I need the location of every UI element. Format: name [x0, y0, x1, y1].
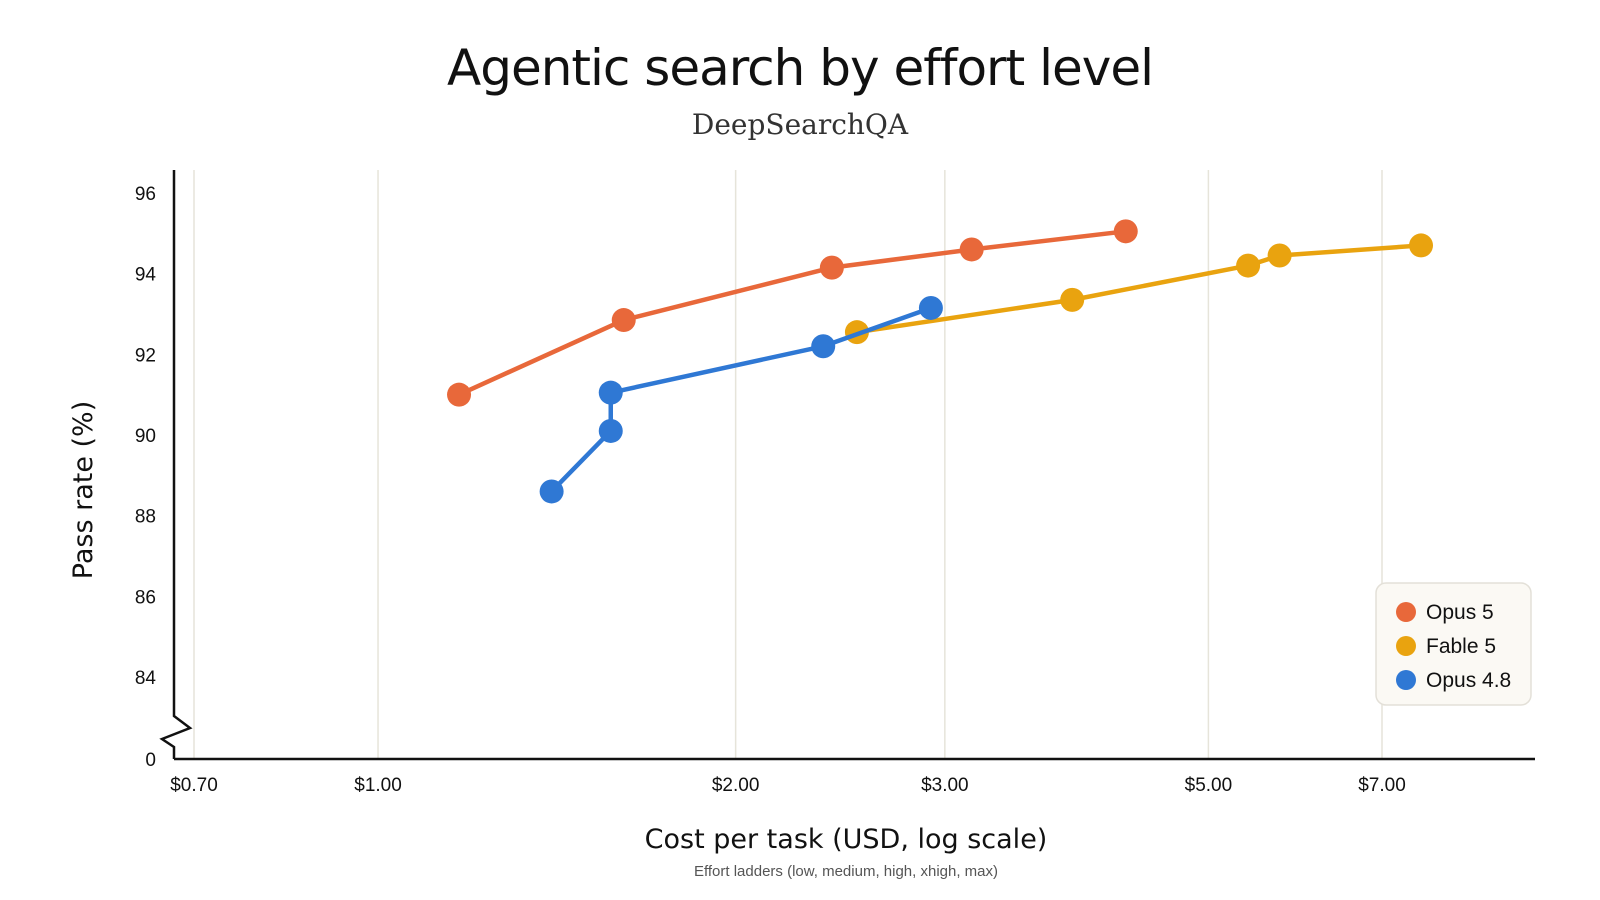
legend-label-opus-4-8: Opus 4.8: [1426, 669, 1511, 692]
grid-lines: [193, 170, 1383, 759]
legend: Opus 5 Fable 5 Opus 4.8: [1375, 582, 1532, 706]
x-tick-label-3: $3.00: [921, 775, 969, 796]
point-opus-4-8-3: [811, 334, 836, 359]
x-tick-labels: $0.70 $1.00 $2.00 $3.00 $5.00 $7.00: [170, 775, 1406, 796]
point-opus-4-8-0: [539, 479, 564, 504]
point-opus-5-2: [819, 255, 844, 280]
series-line-opus-5: [456, 229, 1129, 397]
legend-label-opus-5: Opus 5: [1426, 601, 1494, 624]
y-axis-title: Pass rate (%): [68, 401, 99, 579]
point-fable-5-4: [1409, 233, 1434, 258]
x-tick-label-1: $1.00: [354, 775, 402, 796]
x-axis-title: Cost per task (USD, log scale): [645, 824, 1048, 855]
y-tick-label-1: 86: [135, 587, 156, 608]
y-tick-label-6: 96: [135, 184, 156, 205]
y-tick-label-break: 0: [145, 750, 156, 771]
x-tick-label-5: $7.00: [1358, 775, 1406, 796]
series-line-fable-5: [854, 243, 1424, 335]
series: [447, 219, 1434, 504]
point-fable-5-2: [1236, 253, 1261, 278]
x-tick-label-4: $5.00: [1185, 775, 1233, 796]
point-fable-5-3: [1267, 243, 1292, 268]
y-tick-label-3: 90: [135, 426, 156, 447]
legend-label-fable-5: Fable 5: [1426, 635, 1496, 658]
point-fable-5-1: [1060, 287, 1085, 312]
legend-marker-opus-4-8: [1396, 670, 1416, 690]
point-opus-5-1: [611, 308, 636, 333]
point-opus-4-8-4: [918, 295, 943, 320]
legend-marker-fable-5: [1396, 636, 1416, 656]
y-tick-label-5: 94: [135, 265, 157, 286]
y-tick-label-0: 84: [135, 668, 157, 689]
point-opus-5-3: [959, 237, 984, 262]
y-tick-label-4: 92: [135, 345, 156, 366]
x-axis-caption: Effort ladders (low, medium, high, xhigh…: [694, 863, 998, 880]
point-opus-5-0: [447, 382, 472, 407]
point-opus-4-8-2: [598, 380, 623, 405]
axes: [159, 170, 1535, 761]
y-axis-line: [159, 170, 193, 759]
chart-subtitle: DeepSearchQA: [692, 108, 909, 141]
x-tick-label-2: $2.00: [712, 775, 760, 796]
y-tick-label-2: 88: [135, 507, 156, 528]
chart-title: Agentic search by effort level: [447, 39, 1153, 97]
x-tick-label-0: $0.70: [170, 775, 218, 796]
point-opus-5-4: [1113, 219, 1138, 244]
y-tick-labels: 84 86 88 90 92 94 96 0: [135, 184, 157, 771]
legend-marker-opus-5: [1396, 602, 1416, 622]
point-opus-4-8-1: [598, 418, 623, 443]
